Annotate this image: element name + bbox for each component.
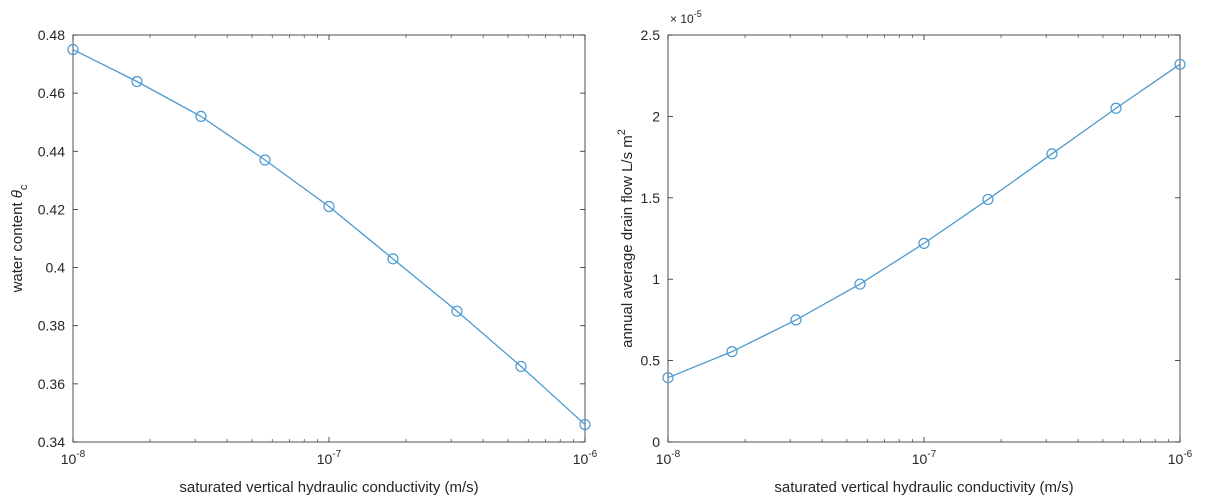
data-point (854, 278, 866, 290)
data-point (67, 43, 79, 56)
plot-area-water-content (72, 34, 586, 443)
x-tick-label: 10-6 (573, 449, 598, 467)
series-line (72, 48, 586, 426)
x-axis-label: saturated vertical hydraulic conductivit… (179, 479, 478, 496)
x-tick-label: 10-8 (61, 449, 86, 467)
data-point (1046, 148, 1058, 160)
x-tick-label: 10-7 (912, 449, 937, 467)
data-point (451, 305, 463, 317)
chart-water-content: 0.34 0.36 0.38 0.4 0.42 0.44 0.46 0.48 10-8 10-7 1… (9, 27, 598, 496)
data-point (1174, 58, 1186, 70)
y-tick-label: 1 (652, 271, 660, 287)
y-tick-label: 0.5 (641, 353, 661, 369)
y-tick-label: 0.46 (38, 85, 65, 101)
x-tick-label: 10-6 (1168, 449, 1193, 467)
y-tick-label: 0.4 (46, 260, 66, 276)
data-point (131, 75, 143, 88)
data-point (323, 200, 335, 213)
data-point (918, 237, 930, 249)
x-tick-label: 10-8 (656, 449, 681, 467)
data-point (195, 110, 207, 123)
y-tick-label: 0.36 (38, 376, 65, 392)
data-point (579, 418, 591, 431)
y-tick-label: 0.44 (38, 143, 65, 159)
data-point (259, 154, 271, 166)
chart-drain-flow: 0 0.5 1 1.5 2 2.5 10-8 10-7 10-6 saturated vertic… (616, 9, 1193, 496)
data-point (662, 372, 674, 384)
x-tick-label: 10-7 (317, 449, 342, 467)
y-tick-label: 2 (652, 108, 660, 124)
y-axis-multiplier: × 10-5 (670, 9, 702, 26)
y-tick-label: 1.5 (641, 190, 661, 206)
data-point (1110, 102, 1122, 114)
y-tick-label: 2.5 (641, 27, 661, 43)
data-point (515, 360, 527, 373)
y-axis-label: water content θc (9, 184, 30, 293)
y-tick-label: 0 (652, 434, 660, 450)
y-axis-label: annual average drain flow L/s m2 (616, 129, 636, 348)
y-tick-label: 0.48 (38, 27, 65, 43)
data-point (726, 346, 738, 358)
y-tick-label: 0.34 (38, 434, 65, 450)
series-line (667, 63, 1181, 379)
data-point (790, 314, 802, 326)
data-point (982, 193, 994, 206)
x-axis-label: saturated vertical hydraulic conductivit… (774, 479, 1073, 496)
y-tick-label: 0.42 (38, 201, 65, 217)
data-point (387, 253, 399, 265)
y-tick-label: 0.38 (38, 318, 65, 334)
